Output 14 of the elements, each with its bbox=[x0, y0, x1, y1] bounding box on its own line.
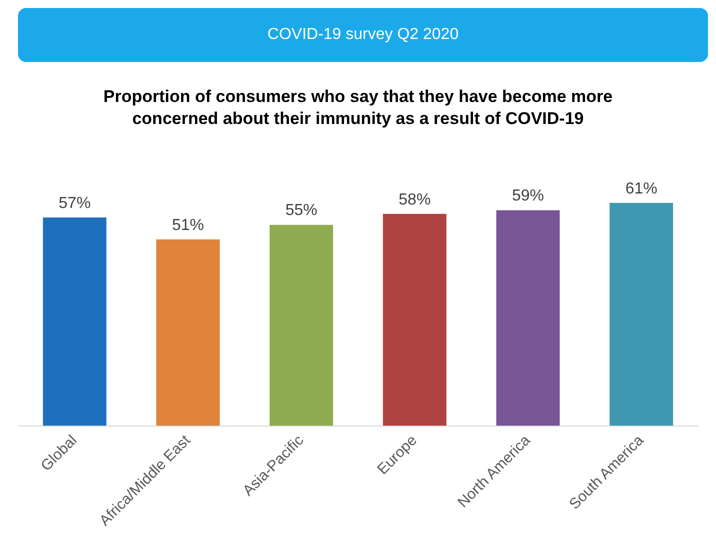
data-label: 51% bbox=[172, 216, 204, 234]
data-label: 59% bbox=[512, 188, 544, 205]
chart-title: COVID-19 survey Q2 2020 bbox=[18, 8, 708, 62]
bar bbox=[382, 214, 446, 426]
data-label: 61% bbox=[625, 180, 658, 198]
bar bbox=[496, 210, 560, 426]
data-label: 55% bbox=[285, 202, 318, 220]
bar bbox=[42, 218, 106, 426]
data-label: 57% bbox=[58, 194, 91, 212]
bar bbox=[270, 224, 334, 426]
data-label: 58% bbox=[398, 191, 431, 208]
bar bbox=[610, 202, 674, 426]
chart-subtitle: Proportion of consumers who say that they have become more concerned about their immunity as a result of COVID-19 bbox=[102, 86, 614, 130]
bar bbox=[156, 239, 220, 426]
